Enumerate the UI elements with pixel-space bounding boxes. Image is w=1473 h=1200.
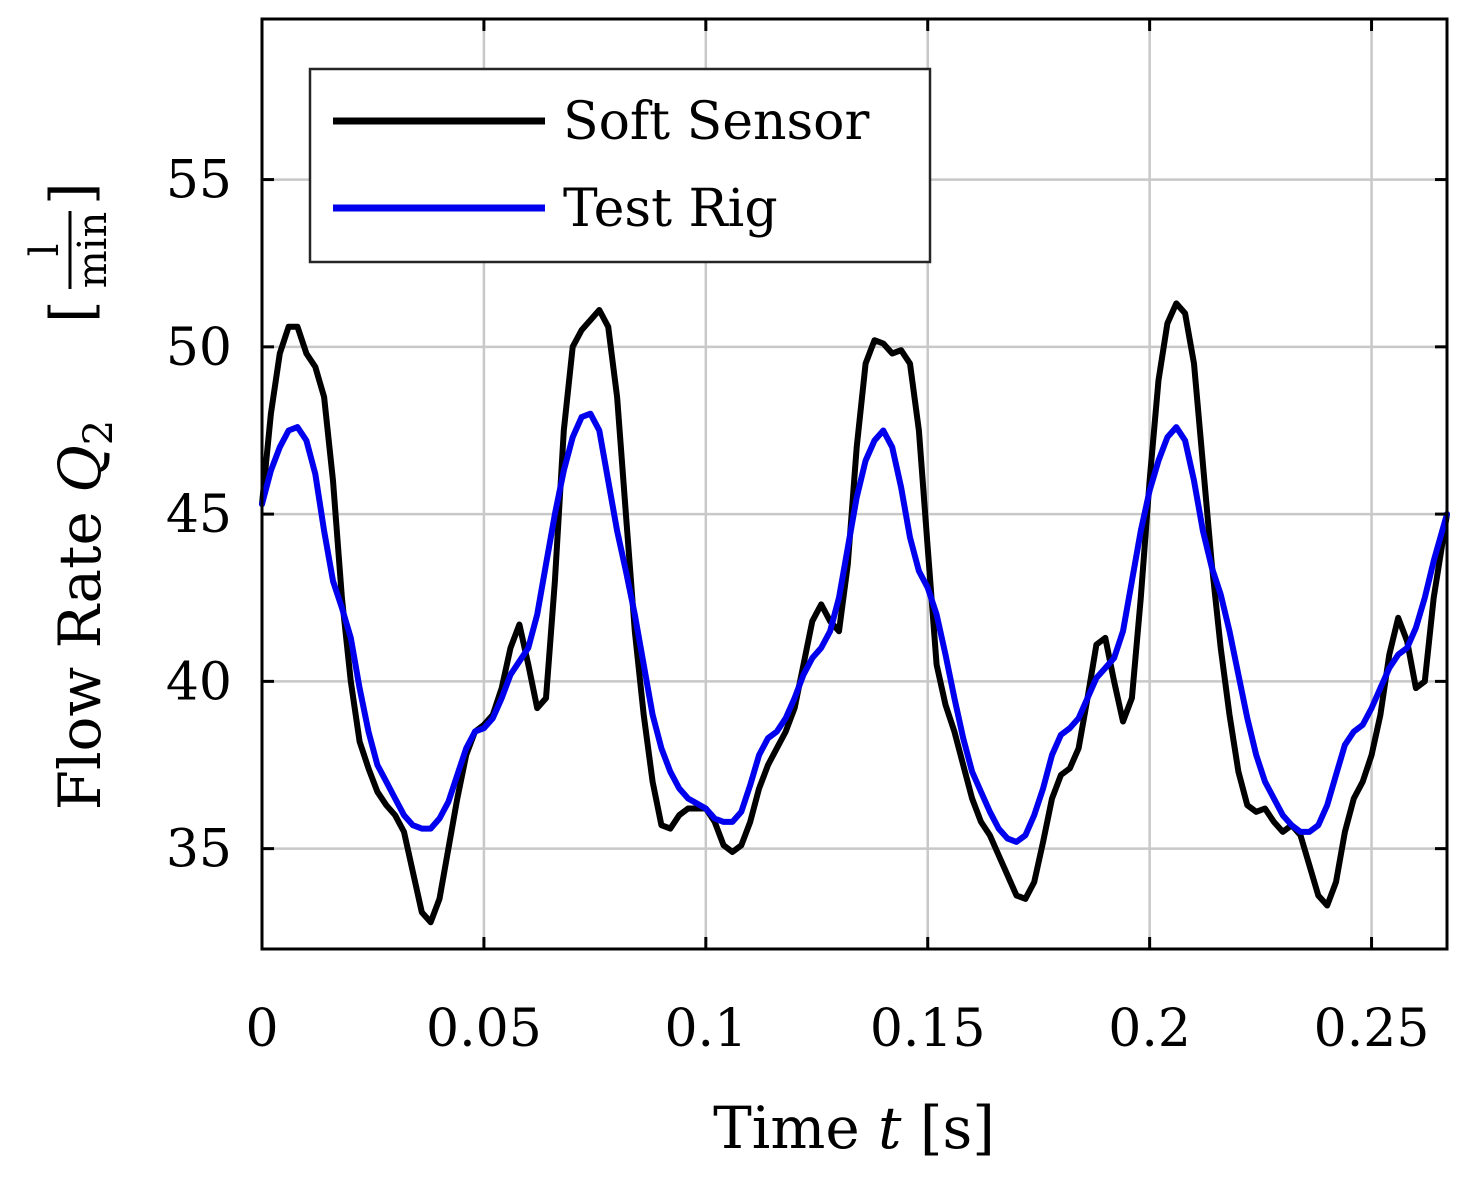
y-axis-unit-right-bracket: ] [38,182,106,205]
legend-box [308,67,932,264]
series-line-soft-sensor [259,300,1450,926]
y-tick-label: 35 [166,820,232,880]
y-tick-label: 45 [166,485,232,545]
y-tick-label: 40 [166,652,232,712]
x-tick-label: 0.1 [664,999,747,1059]
y-axis-label: Flow Rate Q2 [46,420,122,810]
x-tick-label: 0.05 [426,999,542,1059]
legend: Soft Sensor Test Rig [308,67,932,264]
x-axis-label-variable: t [878,1094,902,1162]
y-axis-label-prefix: Flow Rate [46,493,114,810]
y-axis-unit-denominator: min [70,212,116,288]
y-axis-label-subscript: 2 [76,420,122,445]
y-axis-unit-left-bracket: [ [38,300,106,323]
x-axis-label-prefix: Time [713,1094,878,1162]
x-tick-label: 0.15 [870,999,986,1059]
y-axis-label-group: Flow Rate Q2 [ l min ] [22,182,122,810]
series-line-test-rig [259,410,1450,845]
y-axis-unit-numerator: l [22,244,68,257]
legend-label-soft-sensor: Soft Sensor [563,92,869,152]
y-tick-label: 50 [166,318,232,378]
x-axis-label: Time t [s] [713,1094,995,1162]
x-axis-label-unit: [s] [901,1094,994,1162]
x-tick-label: 0.25 [1314,999,1430,1059]
x-tick-label: 0 [245,999,278,1059]
plot-frame [260,17,1449,951]
y-tick-label: 55 [166,151,232,211]
series-layer [259,300,1450,926]
legend-label-test-rig: Test Rig [563,179,778,239]
y-axis-label-variable: Q [46,445,114,493]
tick-labels: 0 0.05 0.1 0.15 0.2 0.25 35 40 45 50 55 [166,151,1430,1059]
x-tick-label: 0.2 [1108,999,1191,1059]
